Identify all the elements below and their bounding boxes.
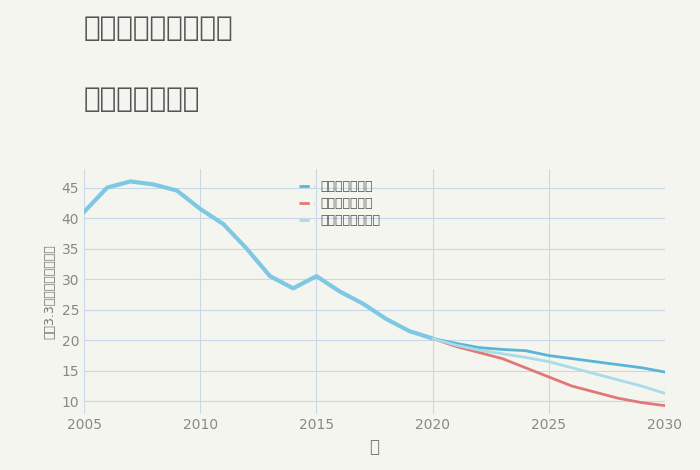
Text: 土地の価格推移: 土地の価格推移 xyxy=(84,85,200,113)
Legend: グッドシナリオ, バッドシナリオ, ノーマルシナリオ: グッドシナリオ, バッドシナリオ, ノーマルシナリオ xyxy=(295,175,386,232)
X-axis label: 年: 年 xyxy=(370,438,379,456)
Y-axis label: 坪（3.3㎡）単価（万円）: 坪（3.3㎡）単価（万円） xyxy=(43,244,56,339)
Text: 兵庫県赤穂市真殿の: 兵庫県赤穂市真殿の xyxy=(84,14,234,42)
